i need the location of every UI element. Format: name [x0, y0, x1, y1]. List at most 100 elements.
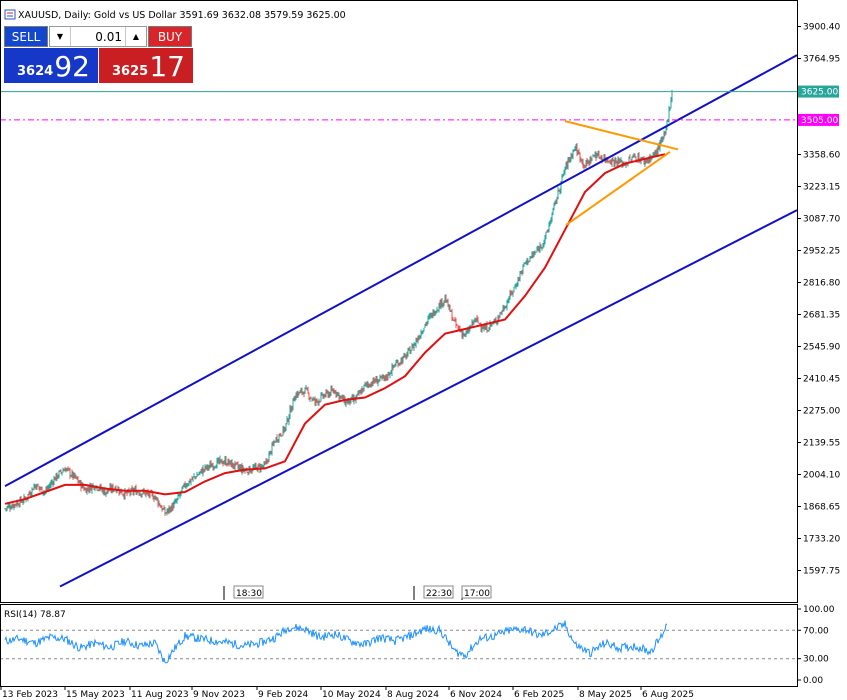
- candle: [67, 466, 69, 472]
- candle: [231, 459, 233, 468]
- candle: [198, 471, 200, 476]
- candle-body: [167, 508, 169, 511]
- candle-body: [584, 166, 586, 168]
- candle: [480, 322, 482, 332]
- candle-body: [266, 460, 268, 462]
- sell-button[interactable]: SELL: [4, 26, 48, 47]
- candle: [32, 488, 34, 491]
- candle-body: [550, 220, 552, 223]
- ask-price-display[interactable]: 3625 17: [99, 48, 193, 83]
- candle: [545, 231, 547, 240]
- candle-body: [386, 377, 388, 379]
- candle-body: [594, 154, 596, 156]
- candle: [230, 460, 232, 467]
- candle-body: [449, 305, 451, 312]
- channel-upper-line[interactable]: [4, 54, 798, 487]
- lot-decrease-icon[interactable]: ▼: [50, 27, 71, 46]
- candle: [50, 479, 52, 489]
- candle: [478, 322, 480, 324]
- candle-body: [501, 311, 503, 313]
- candle-body: [477, 318, 479, 323]
- candle: [274, 441, 276, 443]
- candle-body: [193, 476, 195, 478]
- candle-body: [50, 482, 52, 486]
- candle-body: [583, 164, 585, 167]
- candle-body: [160, 506, 162, 508]
- candle-body: [587, 161, 589, 163]
- candle: [228, 458, 230, 467]
- candle-body: [596, 156, 598, 158]
- candle-body: [536, 248, 538, 252]
- triangle-side[interactable]: [565, 150, 671, 226]
- candle: [158, 500, 160, 506]
- candle: [105, 492, 107, 497]
- candle-body: [344, 397, 346, 405]
- candle-body: [272, 444, 274, 446]
- candle: [133, 488, 135, 496]
- buy-button[interactable]: BUY: [148, 26, 192, 47]
- bid-price-display[interactable]: 3624 92: [4, 48, 98, 83]
- candle: [305, 384, 307, 390]
- candle-body: [340, 396, 342, 398]
- candle-body: [98, 489, 100, 491]
- candle: [159, 503, 161, 508]
- candle-body: [186, 485, 188, 487]
- candle: [6, 505, 8, 512]
- candle: [656, 147, 658, 157]
- candle: [316, 398, 318, 403]
- candle-body: [531, 254, 533, 258]
- candle-body: [396, 361, 398, 363]
- candle-body: [494, 320, 496, 322]
- candle-body: [137, 492, 139, 494]
- candle-body: [170, 507, 172, 512]
- y-tick-label: 1868.65: [803, 503, 840, 513]
- candle-body: [345, 400, 347, 406]
- candle: [454, 317, 456, 322]
- candle-body: [313, 398, 315, 400]
- lot-size-input[interactable]: [71, 27, 125, 48]
- candle: [5, 508, 7, 512]
- candle: [433, 309, 435, 317]
- candle-body: [104, 489, 106, 496]
- candle-body: [225, 458, 227, 465]
- candle-body: [643, 157, 645, 164]
- candle-body: [615, 158, 617, 162]
- triangle-pattern[interactable]: [564, 120, 679, 226]
- candle-body: [81, 483, 83, 489]
- candle: [343, 394, 345, 404]
- candle: [183, 483, 185, 488]
- candle: [151, 489, 153, 497]
- candle-body: [203, 469, 205, 471]
- candle-body: [14, 504, 16, 506]
- candle: [586, 158, 588, 167]
- candle: [29, 490, 31, 496]
- candle-body: [265, 461, 267, 464]
- candle-body: [428, 316, 430, 318]
- candle-body: [280, 434, 282, 436]
- candle: [76, 476, 78, 480]
- candle-body: [527, 258, 529, 263]
- candle: [322, 393, 324, 399]
- candle: [427, 315, 429, 325]
- candle-body: [616, 161, 618, 166]
- candle-body: [515, 286, 517, 288]
- chart-menu-icon[interactable]: [4, 9, 16, 20]
- candle: [585, 160, 587, 169]
- candle-body: [523, 263, 525, 265]
- candle-body: [182, 486, 184, 488]
- candle-body: [138, 493, 140, 495]
- candle-body: [511, 292, 513, 294]
- lot-increase-icon[interactable]: ▲: [125, 27, 146, 46]
- candle-body: [322, 394, 324, 398]
- triangle-side[interactable]: [564, 120, 679, 151]
- channel-lower-line[interactable]: [59, 209, 798, 588]
- candle-body: [499, 312, 501, 317]
- candle-body: [164, 508, 166, 514]
- candle: [129, 491, 131, 497]
- candle: [549, 220, 551, 227]
- candle-body: [395, 362, 397, 365]
- candle-body: [192, 476, 194, 479]
- candle: [275, 436, 277, 443]
- candle: [527, 258, 529, 265]
